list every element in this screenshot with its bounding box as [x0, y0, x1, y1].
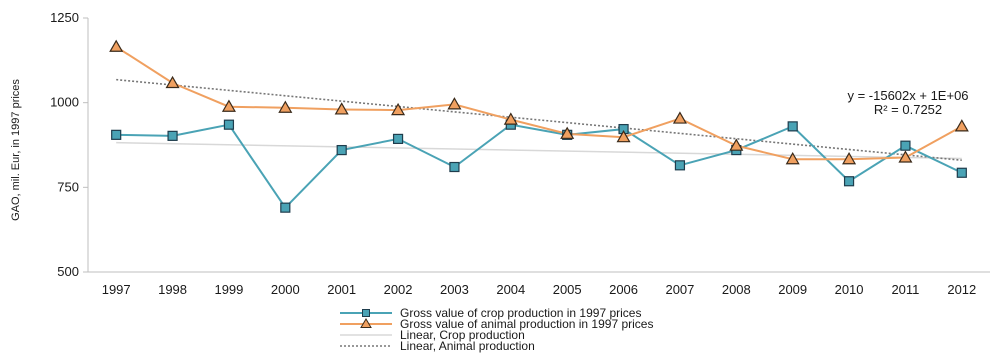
x-tick-label: 2004 — [496, 282, 525, 297]
trendlines — [116, 78, 962, 162]
data-point — [616, 130, 631, 143]
series-lines — [115, 45, 963, 210]
x-tick-label: 1997 — [102, 282, 131, 297]
trend-r-squared: R² = 0.7252 — [874, 102, 942, 117]
y-tick-label: 1250 — [50, 10, 79, 25]
trendline — [116, 141, 962, 160]
data-point — [167, 130, 178, 141]
x-tick-label: 2006 — [609, 282, 638, 297]
data-point — [785, 152, 800, 165]
data-point — [560, 126, 575, 139]
x-tick-label: 2001 — [327, 282, 356, 297]
data-point — [447, 97, 462, 110]
x-tick-label: 2003 — [440, 282, 469, 297]
data-point — [787, 121, 798, 132]
trend-equation: y = -15602x + 1E+06 — [847, 88, 968, 103]
x-tick-label: 2008 — [722, 282, 751, 297]
y-axis-label: GAO, mil. Eur, in 1997 prices — [10, 79, 22, 221]
x-tick-label: 2012 — [947, 282, 976, 297]
data-point — [842, 152, 857, 165]
data-point — [900, 140, 911, 151]
x-tick-label: 2002 — [384, 282, 413, 297]
data-point — [280, 202, 291, 213]
legend-label: Gross value of crop production in 1997 p… — [400, 306, 641, 320]
legend-marker — [362, 309, 370, 317]
data-point — [843, 176, 855, 187]
legend-label: Gross value of animal production in 1997… — [400, 317, 653, 331]
x-tick-label: 2000 — [271, 282, 300, 297]
legend-label: Linear, Animal production — [400, 339, 535, 353]
data-point — [392, 133, 404, 145]
data-point — [729, 138, 744, 151]
legend-label: Linear, Crop production — [400, 328, 525, 342]
legend: Gross value of crop production in 1997 p… — [340, 306, 653, 353]
x-tick-labels: 1997 1998 1999 2000 2001 2002 2003 2004 2005 2006… — [102, 282, 977, 297]
data-point — [278, 100, 293, 113]
axes — [87, 18, 990, 273]
data-point — [109, 39, 124, 52]
y-tick-label: 750 — [57, 179, 79, 194]
legend-marker — [360, 318, 372, 328]
data-point — [223, 119, 235, 130]
data-point — [674, 160, 686, 171]
data-point — [334, 102, 349, 115]
data-point — [898, 150, 913, 163]
x-tick-label: 1999 — [214, 282, 243, 297]
x-tick-label: 2009 — [778, 282, 807, 297]
x-tick-label: 2011 — [891, 282, 919, 297]
data-point — [449, 161, 460, 173]
data-point — [956, 167, 967, 178]
y-tick-labels: 500 750 1000 1250 — [50, 10, 88, 279]
data-point — [111, 129, 122, 140]
y-tick-label: 1000 — [50, 95, 79, 110]
data-point — [672, 111, 687, 124]
x-tick-label: 2010 — [835, 282, 864, 297]
data-point — [221, 99, 236, 112]
data-point — [391, 102, 406, 116]
series-line — [116, 123, 963, 210]
x-tick-label: 1998 — [158, 282, 187, 297]
data-point — [336, 144, 347, 156]
data-point — [954, 119, 969, 132]
x-tick-label: 2005 — [553, 282, 582, 297]
y-tick-label: 500 — [57, 264, 79, 279]
series-line — [115, 45, 963, 161]
data-point — [503, 112, 518, 125]
trendline — [116, 78, 962, 162]
data-point — [165, 75, 180, 89]
x-tick-label: 2007 — [665, 282, 694, 297]
series-markers — [109, 39, 969, 213]
